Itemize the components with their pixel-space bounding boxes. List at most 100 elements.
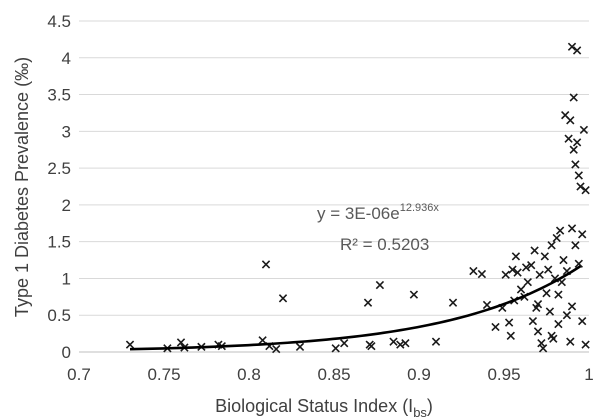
data-point [554, 319, 563, 329]
data-point [564, 134, 573, 143]
y-tick-label: 4.5 [47, 12, 71, 31]
data-point [552, 233, 561, 243]
data-point [572, 46, 582, 55]
data-point [523, 277, 532, 287]
data-point [295, 342, 305, 352]
data-point [535, 270, 544, 279]
data-point [501, 270, 510, 279]
data-point [567, 42, 577, 51]
data-point [331, 344, 340, 353]
data-point [547, 331, 556, 340]
data-point [477, 269, 487, 279]
x-axis-title: Biological Status Index (Ibs) [215, 396, 433, 418]
data-point [528, 316, 538, 326]
data-point [555, 226, 565, 235]
data-point [559, 255, 568, 265]
data-point [516, 285, 526, 294]
data-point [566, 116, 575, 125]
data-point [431, 337, 441, 346]
data-point [508, 265, 517, 274]
data-point [581, 340, 590, 349]
y-tick-label: 0.5 [47, 306, 71, 325]
data-point [521, 263, 531, 272]
data-point [409, 290, 419, 299]
trendline-equation: y = 3E-06e12.936x [317, 202, 439, 223]
data-point [578, 230, 587, 239]
y-tick-label: 1.5 [47, 233, 71, 252]
data-point [562, 311, 572, 320]
data-point [569, 145, 578, 154]
data-point [547, 241, 556, 250]
data-point [542, 288, 551, 298]
data-point [533, 300, 543, 309]
data-point [569, 93, 578, 102]
data-point [396, 340, 405, 349]
y-axis-title: Type 1 Diabetes Prevalence (‰) [12, 57, 32, 317]
data-point [125, 340, 135, 349]
data-point [574, 171, 583, 180]
data-point [572, 138, 582, 147]
data-point [574, 259, 583, 268]
data-point [363, 298, 373, 307]
data-point [506, 331, 515, 340]
trendline-r-squared: R² = 0.5203 [340, 235, 429, 254]
x-tick-label: 0.95 [487, 365, 520, 384]
data-point [367, 341, 376, 351]
y-tick-labels: 0 0.5 1 1.5 2 2.5 3 3.5 4 4.5 [47, 12, 71, 362]
data-point [272, 344, 281, 354]
data-point [375, 280, 385, 290]
data-point [448, 298, 458, 307]
data-point [566, 337, 575, 346]
data-point [537, 339, 546, 348]
x-tick-label: 0.7 [67, 365, 91, 384]
y-tick-label: 0 [62, 343, 71, 362]
x-tick-label: 0.85 [317, 365, 350, 384]
trendline [129, 265, 582, 351]
y-tick-label: 3.5 [47, 86, 71, 105]
data-point [469, 266, 478, 276]
data-point [554, 290, 563, 299]
data-point [576, 182, 585, 191]
data-point [538, 344, 548, 353]
data-point [578, 316, 587, 326]
y-tick-label: 1 [62, 269, 71, 288]
data-point [533, 327, 543, 336]
data-points [125, 42, 590, 354]
x-tick-label: 0.8 [237, 365, 261, 384]
data-point [401, 339, 410, 348]
data-point [261, 260, 271, 269]
data-point [544, 265, 553, 274]
gridlines [79, 20, 589, 316]
data-point [579, 125, 589, 135]
data-point [513, 268, 522, 277]
data-point [491, 322, 500, 332]
y-tick-label: 4 [62, 49, 71, 68]
data-point [527, 261, 536, 270]
data-point [340, 339, 349, 348]
data-point [504, 318, 514, 327]
data-point [581, 186, 590, 195]
data-point [571, 160, 580, 169]
x-tick-label: 0.75 [147, 365, 180, 384]
y-tick-label: 3 [62, 122, 71, 141]
data-point [278, 294, 288, 303]
data-point [258, 336, 267, 345]
x-tick-label: 0.9 [407, 365, 431, 384]
data-point [530, 246, 539, 255]
y-tick-label: 2 [62, 196, 71, 215]
y-tick-label: 2.5 [47, 159, 71, 178]
trendline-equation-exponent: 12.936x [400, 202, 440, 214]
data-point [511, 252, 521, 261]
data-point [567, 224, 577, 233]
data-point [176, 338, 186, 347]
data-point [540, 252, 549, 261]
data-point [389, 337, 398, 346]
x-axis-title-subscript: bs [413, 405, 427, 418]
x-tick-labels: 0.7 0.75 0.8 0.85 0.9 0.95 1 [67, 365, 594, 384]
data-point [567, 302, 577, 311]
data-point [571, 241, 580, 250]
data-point [482, 300, 492, 310]
x-tick-label: 1 [584, 365, 593, 384]
data-point [545, 307, 555, 316]
